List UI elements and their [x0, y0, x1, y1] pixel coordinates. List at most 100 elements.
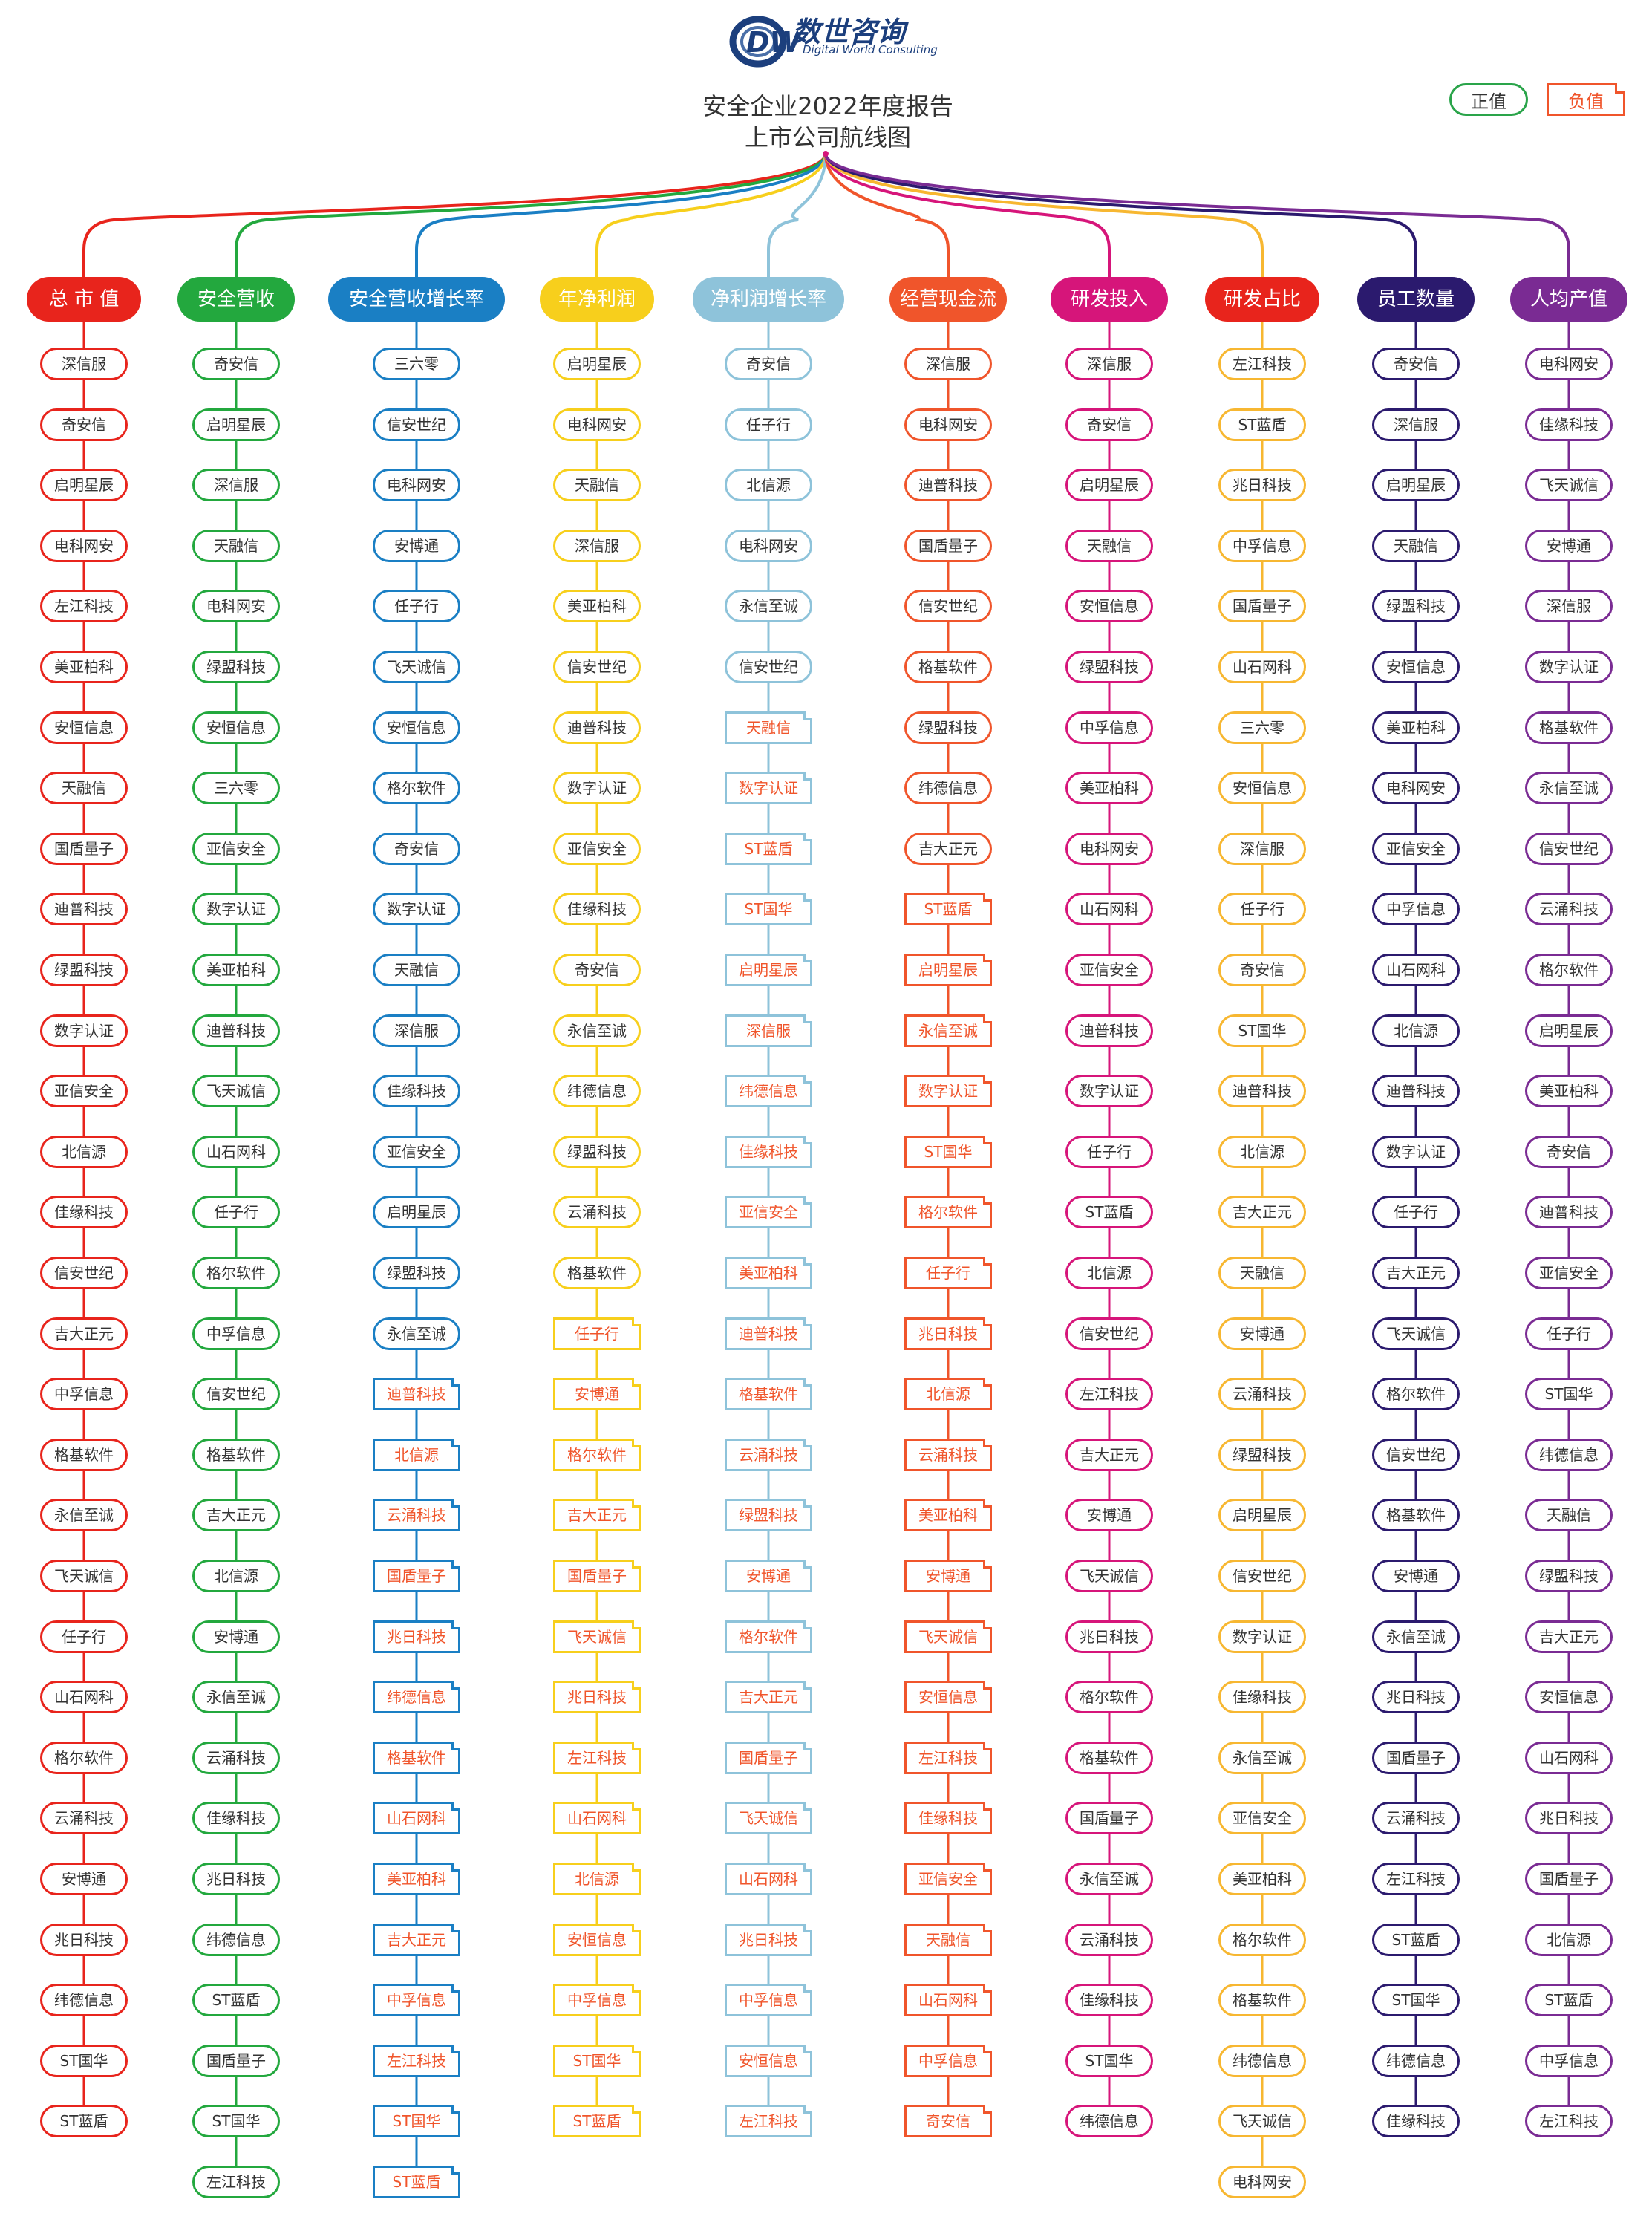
company-node-positive: 云涌科技 [192, 1741, 280, 1774]
company-node-negative: 绿盟科技 [725, 1499, 812, 1532]
company-node-positive: 美亚柏科 [40, 651, 128, 683]
company-node-negative: 左江科技 [725, 2105, 812, 2138]
company-node-negative: 格尔软件 [553, 1438, 641, 1471]
company-node-positive: 格尔软件 [373, 772, 460, 805]
company-node-positive: 纬德信息 [1525, 1438, 1613, 1471]
company-node-positive: 飞天诚信 [373, 651, 460, 683]
company-node-positive: 山石网科 [1372, 954, 1460, 986]
page-subtitle: 上市公司航线图 [744, 123, 911, 152]
company-node-positive: 兆日科技 [1525, 1802, 1613, 1835]
company-node-positive: 格基软件 [40, 1438, 128, 1471]
company-node-positive: 迪普科技 [192, 1014, 280, 1047]
company-node-positive: 兆日科技 [192, 1863, 280, 1895]
company-node-negative: 北信源 [904, 1378, 992, 1411]
company-node-positive: 数字认证 [1525, 651, 1613, 683]
company-node-positive: ST蓝盾 [1065, 1196, 1153, 1229]
company-node-negative: 左江科技 [904, 1741, 992, 1774]
company-node-positive: 启明星辰 [40, 469, 128, 502]
company-node-positive: 信安世纪 [904, 590, 992, 623]
company-node-positive: 永信至诚 [373, 1317, 460, 1350]
company-node-positive: 天融信 [40, 772, 128, 805]
company-node-positive: 格基软件 [1218, 1984, 1306, 2017]
company-node-positive: 启明星辰 [553, 348, 641, 380]
company-node-positive: 北信源 [1065, 1257, 1153, 1289]
company-node-positive: 纬德信息 [904, 772, 992, 805]
company-node-positive: 格基软件 [1065, 1741, 1153, 1774]
company-node-positive: 北信源 [1218, 1135, 1306, 1168]
company-node-positive: 电科网安 [725, 529, 812, 562]
company-node-positive: 兆日科技 [1218, 469, 1306, 502]
company-node-negative: ST蓝盾 [725, 832, 812, 865]
company-node-positive: 纬德信息 [40, 1984, 128, 2017]
company-node-positive: 永信至诚 [1372, 1620, 1460, 1653]
company-node-negative: 纬德信息 [373, 1681, 460, 1714]
company-node-positive: 亚信安全 [192, 832, 280, 865]
dw-logo-icon: DW [729, 16, 798, 68]
company-node-negative: 格尔软件 [904, 1196, 992, 1229]
company-node-negative: 深信服 [725, 1014, 812, 1047]
company-node-negative: 数字认证 [725, 772, 812, 805]
company-node-positive: 左江科技 [192, 2166, 280, 2198]
company-node-positive: 亚信安全 [1525, 1257, 1613, 1289]
company-node-negative: 安博通 [725, 1560, 812, 1592]
company-node-negative: ST蓝盾 [904, 893, 992, 926]
company-node-positive: 绿盟科技 [1372, 590, 1460, 623]
company-node-positive: 电科网安 [1065, 832, 1153, 865]
company-node-positive: 纬德信息 [1372, 2044, 1460, 2077]
company-node-positive: 中孚信息 [40, 1378, 128, 1411]
company-node-positive: 佳缘科技 [1218, 1681, 1306, 1714]
company-node-positive: 佳缘科技 [192, 1802, 280, 1835]
company-node-negative: 亚信安全 [725, 1196, 812, 1229]
company-node-positive: 绿盟科技 [192, 651, 280, 683]
company-node-positive: 飞天诚信 [1218, 2105, 1306, 2138]
company-node-positive: 安恒信息 [40, 711, 128, 744]
company-node-positive: 信安世纪 [553, 651, 641, 683]
company-node-positive: 天融信 [1372, 529, 1460, 562]
fan-line [82, 153, 827, 277]
company-node-positive: 中孚信息 [1372, 893, 1460, 926]
company-node-positive: 天融信 [373, 954, 460, 986]
company-node-positive: 佳缘科技 [553, 893, 641, 926]
company-node-positive: 迪普科技 [1525, 1196, 1613, 1229]
company-node-positive: 云涌科技 [1525, 893, 1613, 926]
company-node-negative: 中孚信息 [553, 1984, 641, 2017]
company-node-positive: 奇安信 [373, 832, 460, 865]
company-node-positive: 电科网安 [1525, 348, 1613, 380]
company-node-positive: 深信服 [1525, 590, 1613, 623]
company-node-negative: 吉大正元 [725, 1681, 812, 1714]
company-node-positive: 国盾量子 [40, 832, 128, 865]
company-node-positive: 格基软件 [904, 651, 992, 683]
company-node-positive: 任子行 [1065, 1135, 1153, 1168]
company-node-positive: 数字认证 [373, 893, 460, 926]
company-node-positive: 安博通 [373, 529, 460, 562]
company-node-positive: 永信至诚 [1525, 772, 1613, 805]
company-node-negative: 国盾量子 [553, 1560, 641, 1592]
company-node-positive: 永信至诚 [192, 1681, 280, 1714]
company-node-positive: ST蓝盾 [1525, 1984, 1613, 2017]
company-node-positive: 信安世纪 [1065, 1317, 1153, 1350]
company-node-positive: 纬德信息 [1218, 2044, 1306, 2077]
company-node-positive: 纬德信息 [553, 1075, 641, 1108]
company-node-positive: 安博通 [1218, 1317, 1306, 1350]
company-node-negative: 兆日科技 [725, 1923, 812, 1956]
company-node-positive: 永信至诚 [1218, 1741, 1306, 1774]
company-node-negative: ST国华 [373, 2105, 460, 2138]
company-node-positive: 佳缘科技 [1525, 408, 1613, 441]
company-node-positive: 任子行 [192, 1196, 280, 1229]
company-node-positive: 迪普科技 [553, 711, 641, 744]
company-node-negative: 迪普科技 [373, 1378, 460, 1411]
company-node-positive: 格尔软件 [1372, 1378, 1460, 1411]
company-node-positive: 绿盟科技 [373, 1257, 460, 1289]
company-node-negative: 启明星辰 [904, 954, 992, 986]
company-node-positive: 亚信安全 [1065, 954, 1153, 986]
company-node-negative: 天融信 [725, 711, 812, 744]
company-node-positive: 亚信安全 [553, 832, 641, 865]
column-header: 总 市 值 [27, 277, 141, 322]
company-node-negative: 安博通 [904, 1560, 992, 1592]
company-node-positive: 吉大正元 [192, 1499, 280, 1532]
company-node-positive: 山石网科 [192, 1135, 280, 1168]
company-node-positive: 云涌科技 [1372, 1802, 1460, 1835]
company-node-negative: 格基软件 [725, 1378, 812, 1411]
logo-letters: DW [746, 26, 798, 59]
company-node-positive: ST国华 [1525, 1378, 1613, 1411]
